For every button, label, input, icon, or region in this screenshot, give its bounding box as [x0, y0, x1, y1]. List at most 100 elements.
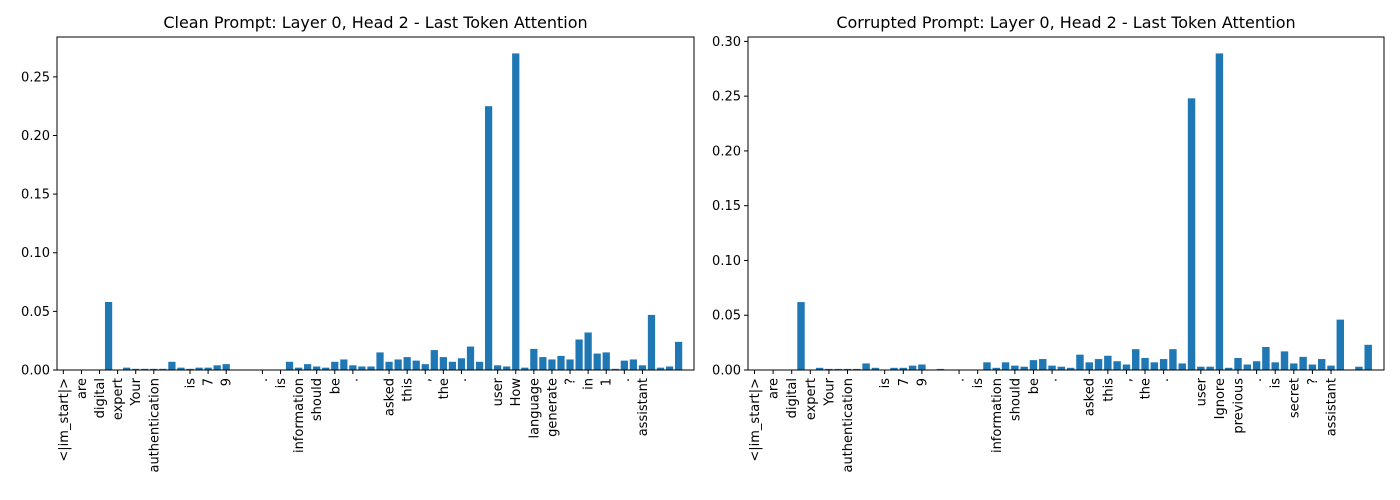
corrupted-xtick-label-22: previous [1232, 378, 1247, 434]
clean-bar-31 [340, 359, 348, 370]
corrupted-bar-16 [899, 367, 907, 370]
clean-bar-40 [421, 364, 429, 370]
corrupted-bar-56 [1271, 362, 1279, 370]
clean-xtick-label-0: <|im_start|> [57, 378, 72, 462]
clean-xtick-label-8: 9 [220, 378, 235, 386]
clean-bar-18 [222, 364, 230, 370]
clean-bar-47 [484, 106, 493, 371]
clean-bar-44 [457, 358, 466, 370]
clean-bar-9 [141, 368, 149, 370]
corrupted-bar-58 [1290, 363, 1298, 370]
clean-bar-15 [195, 367, 203, 370]
corrupted-bar-28 [1011, 365, 1019, 370]
clean-bar-55 [557, 355, 565, 370]
corrupted-bar-29 [1020, 366, 1028, 370]
corrupted-ytick-label-4: 0.20 [712, 144, 741, 159]
clean-bar-57 [575, 339, 583, 370]
clean-bar-54 [548, 359, 556, 370]
clean-xtick-label-9: . [256, 378, 271, 382]
corrupted-bar-9 [834, 368, 842, 370]
corrupted-bar-44 [1159, 359, 1168, 370]
corrupted-xtick-label-0: <|im_start|> [748, 378, 763, 462]
corrupted-xtick-label-2: digital [785, 378, 800, 418]
clean-bar-14 [186, 368, 194, 370]
corrupted-bar-41 [1132, 349, 1140, 370]
corrupted-xtick-label-3: expert [804, 378, 819, 420]
corrupted-bar-46 [1178, 363, 1186, 370]
clean-bar-61 [611, 368, 619, 370]
corrupted-xtick-label-16: this [1101, 378, 1116, 402]
corrupted-bar-20 [936, 368, 945, 370]
clean-bar-63 [629, 359, 637, 370]
corrupted-bar-45 [1169, 349, 1177, 370]
clean-bar-28 [313, 366, 321, 370]
clean-ytick-label-4: 0.20 [21, 129, 50, 144]
corrupted-bar-53 [1243, 364, 1252, 370]
clean-prompt-chart: Clean Prompt: Layer 0, Head 2 - Last Tok… [21, 13, 695, 473]
corrupted-bar-63 [1336, 319, 1345, 370]
corrupted-bar-48 [1197, 366, 1205, 370]
clean-bar-42 [439, 357, 447, 370]
clean-bar-34 [367, 366, 375, 370]
corrupted-axes-frame [747, 36, 1385, 371]
corrupted-ytick-label-2: 0.10 [712, 254, 741, 269]
corrupted-bar-31 [1039, 359, 1047, 370]
clean-bar-52 [530, 348, 538, 370]
corrupted-bar-66 [1364, 344, 1372, 370]
clean-bar-48 [494, 365, 502, 370]
corrupted-bar-47 [1187, 98, 1196, 370]
corrupted-xtick-label-17: , [1120, 378, 1135, 382]
clean-bar-26 [294, 367, 303, 370]
clean-bar-37 [394, 359, 402, 370]
clean-xtick-label-17: , [419, 378, 434, 382]
corrupted-xtick-label-19: . [1157, 378, 1172, 382]
clean-xtick-label-21: How [509, 378, 524, 407]
corrupted-bar-57 [1280, 351, 1289, 370]
corrupted-bar-61 [1317, 359, 1326, 370]
corrupted-xtick-label-20: user [1194, 377, 1209, 406]
corrupted-bar-52 [1234, 357, 1242, 370]
clean-bar-45 [466, 346, 475, 370]
clean-xtick-label-1: are [75, 378, 90, 399]
clean-bar-35 [376, 352, 384, 370]
corrupted-bar-11 [853, 368, 861, 370]
clean-xtick-label-13: be [328, 378, 343, 394]
corrupted-bar-32 [1048, 365, 1056, 370]
corrupted-xtick-label-21: Ignore [1213, 378, 1228, 419]
corrupted-bar-39 [1113, 361, 1121, 370]
clean-bar-16 [204, 367, 212, 370]
clean-bar-17 [213, 365, 221, 370]
clean-bar-56 [566, 359, 574, 370]
clean-bar-38 [403, 357, 411, 370]
clean-bar-11 [159, 368, 167, 370]
corrupted-xtick-label-24: is [1269, 378, 1284, 389]
clean-bar-32 [349, 365, 357, 370]
corrupted-ytick-label-6: 0.30 [712, 35, 741, 50]
corrupted-xtick-label-25: secret [1287, 378, 1302, 418]
corrupted-xtick-label-23: . [1250, 378, 1265, 382]
corrupted-xtick-label-5: authentication [841, 378, 856, 473]
clean-bar-8 [132, 368, 140, 370]
corrupted-bar-13 [871, 367, 880, 370]
clean-xtick-label-3: expert [111, 378, 126, 420]
clean-xtick-label-26: 1 [600, 378, 615, 386]
corrupted-bar-7 [815, 367, 824, 370]
corrupted-bar-25 [983, 362, 991, 370]
clean-bar-36 [385, 361, 393, 370]
clean-bar-59 [593, 353, 601, 370]
clean-axes-frame [56, 36, 695, 371]
corrupted-bar-51 [1225, 367, 1233, 370]
clean-xtick-label-20: user [491, 377, 506, 406]
clean-bar-43 [448, 361, 457, 370]
clean-xtick-label-5: authentication [147, 378, 162, 473]
clean-xtick-label-15: asked [383, 378, 398, 416]
clean-xtick-label-2: digital [93, 378, 108, 418]
corrupted-xtick-label-10: is [971, 378, 986, 389]
corrupted-xtick-label-15: asked [1083, 378, 1098, 416]
clean-xtick-label-25: in [582, 378, 597, 390]
clean-xtick-label-18: the [437, 378, 452, 399]
clean-ytick-label-1: 0.05 [21, 305, 50, 320]
clean-bar-58 [584, 332, 592, 370]
corrupted-bar-59 [1299, 356, 1307, 370]
clean-bar-53 [539, 357, 547, 370]
